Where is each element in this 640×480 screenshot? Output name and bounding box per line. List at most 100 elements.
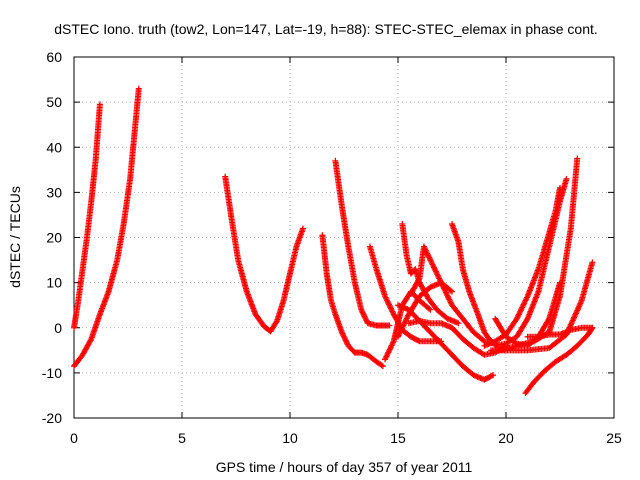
data-point [273, 319, 280, 326]
data-point [363, 317, 370, 324]
data-point [340, 331, 347, 338]
data-point [382, 354, 389, 361]
data-point [358, 306, 365, 313]
y-tick-label: 40 [46, 139, 62, 155]
series-1 [71, 101, 103, 331]
data-point [382, 294, 389, 301]
data-point [386, 302, 393, 309]
data-point [427, 306, 434, 313]
data-point [434, 272, 441, 279]
series-3 [222, 173, 306, 335]
y-axis-ticks: -20 -10 0 10 20 30 40 50 60 [42, 49, 614, 426]
data-point [424, 251, 431, 258]
data-point [341, 334, 348, 341]
data-point [339, 330, 346, 337]
data-point [426, 305, 433, 312]
data-point [390, 339, 397, 346]
data-point [385, 349, 392, 356]
data-point [358, 308, 365, 315]
x-tick-label: 10 [282, 430, 298, 446]
data-points [71, 85, 596, 397]
data-point [359, 309, 366, 316]
data-point [388, 307, 395, 314]
data-point [423, 249, 430, 256]
data-point [589, 259, 596, 266]
data-point [378, 362, 385, 369]
data-point [383, 353, 390, 360]
data-point [574, 155, 581, 162]
y-tick-label: 10 [46, 275, 62, 291]
data-point [436, 275, 443, 282]
data-point [379, 363, 386, 370]
series-4 [319, 232, 386, 370]
series-15 [492, 175, 570, 349]
data-point [384, 297, 391, 304]
data-point [422, 247, 429, 254]
data-point [87, 337, 94, 344]
data-point [388, 343, 395, 350]
x-axis-label: GPS time / hours of day 357 of year 2011 [216, 459, 473, 475]
data-point [426, 256, 433, 263]
data-point [425, 253, 432, 260]
data-point [342, 336, 349, 343]
y-tick-label: 60 [46, 49, 62, 65]
x-axis-ticks: 0 5 10 15 20 25 [70, 57, 622, 446]
data-point [387, 304, 394, 311]
data-point [433, 269, 440, 276]
x-tick-label: 5 [178, 430, 186, 446]
data-point [389, 341, 396, 348]
data-point [490, 372, 497, 379]
data-point [343, 338, 350, 345]
x-tick-label: 25 [606, 430, 622, 446]
data-point [431, 265, 438, 272]
data-point [135, 85, 142, 92]
data-point [382, 293, 389, 300]
data-point [434, 271, 441, 278]
data-point [545, 317, 552, 324]
grid-lines [74, 57, 614, 418]
data-point [563, 175, 570, 182]
series-5 [332, 157, 393, 329]
data-point [360, 310, 367, 317]
data-point [338, 329, 345, 336]
y-tick-label: -10 [42, 365, 62, 381]
data-point [388, 342, 395, 349]
data-point [455, 320, 462, 327]
data-point [449, 288, 455, 295]
data-point [384, 350, 391, 357]
data-point [415, 276, 422, 283]
data-point [362, 316, 369, 323]
data-point [388, 305, 395, 312]
x-tick-label: 20 [498, 430, 514, 446]
x-tick-label: 15 [390, 430, 406, 446]
x-tick-label: 0 [70, 430, 78, 446]
data-point [588, 325, 595, 332]
data-point [427, 257, 434, 264]
data-point [422, 246, 429, 253]
data-point [430, 264, 437, 271]
data-point [424, 250, 431, 257]
series-11 [395, 279, 455, 340]
data-point [421, 244, 428, 251]
data-point [385, 300, 392, 307]
y-tick-label: -20 [42, 410, 62, 426]
data-point [383, 295, 390, 302]
data-point [426, 254, 433, 261]
y-tick-label: 0 [54, 320, 62, 336]
data-point [488, 372, 495, 379]
data-point [480, 337, 487, 344]
data-point [432, 268, 439, 275]
data-point [382, 356, 389, 363]
data-point [384, 298, 391, 305]
data-point [435, 274, 442, 281]
data-point [362, 314, 369, 321]
data-point [386, 322, 393, 329]
data-point [299, 225, 306, 232]
y-tick-label: 20 [46, 230, 62, 246]
data-point [428, 258, 435, 265]
data-point [387, 345, 394, 352]
series-20 [522, 324, 596, 397]
data-point [428, 260, 435, 267]
y-axis-label: dSTEC / TECUs [7, 186, 23, 288]
